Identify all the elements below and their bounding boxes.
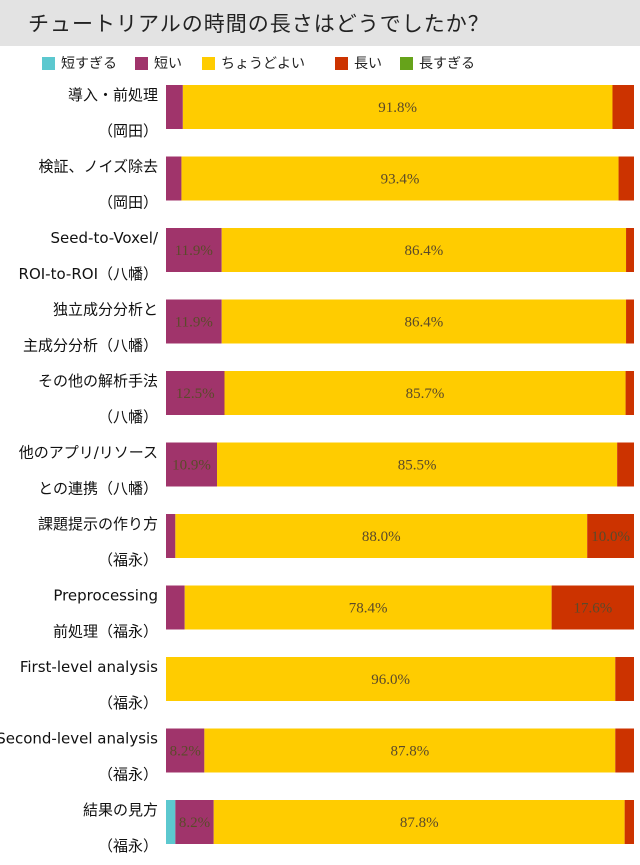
bar-segment (175, 800, 214, 844)
category-label: （福永） (98, 694, 158, 712)
legend-label: ちょうどよい (221, 56, 305, 72)
category-label: Preprocessing (53, 587, 158, 605)
bar-segment (166, 85, 183, 129)
legend-item: ちょうどよい (202, 53, 305, 73)
category-label: （福永） (98, 551, 158, 569)
bar-segment (166, 371, 225, 415)
legend-swatch (400, 56, 413, 70)
category-label: Second-level analysis (0, 730, 158, 748)
bar-segment (166, 657, 616, 701)
bar-segment (612, 85, 634, 129)
category-label: その他の解析手法 (38, 372, 158, 390)
legend-label: 長い (354, 56, 382, 72)
legend-item: 長い (335, 53, 382, 73)
legend-item: 長すぎる (400, 53, 475, 73)
data-label: 91.8% (378, 100, 417, 116)
chart-title-bar: チュートリアルの時間の長さはどうでしたか？ (0, 0, 640, 46)
data-label: 12.5% (176, 386, 215, 402)
bar-segment (204, 728, 616, 773)
bar-segment (618, 156, 634, 201)
bar-segment (587, 514, 634, 558)
bar-segment (626, 228, 634, 272)
data-label: 8.2% (179, 815, 210, 831)
category-label: （福永） (98, 837, 158, 855)
bar-segment (213, 800, 625, 844)
bar-segment (625, 371, 634, 415)
legend-label: 短すぎる (61, 56, 117, 72)
data-label: 10.0% (591, 529, 630, 545)
category-label: 主成分分析（八幡） (23, 337, 158, 355)
bar-segment (181, 156, 619, 201)
category-label: 前処理（福永） (53, 623, 158, 641)
bar-segment (615, 657, 634, 701)
bar-segment (166, 299, 222, 344)
legend-swatch (42, 56, 55, 70)
bar-segment (166, 514, 176, 558)
data-label: 85.5% (398, 458, 437, 474)
category-label: 他のアプリ/リソース (19, 444, 158, 462)
category-label: との連携（八幡） (38, 480, 158, 498)
data-label: 86.4% (404, 243, 443, 259)
category-label: 検証、ノイズ除去 (38, 158, 158, 176)
bar-segment (166, 800, 176, 844)
legend-swatch (335, 56, 348, 70)
data-label: 8.2% (170, 744, 201, 760)
data-label: 78.4% (349, 601, 388, 617)
chart-title: チュートリアルの時間の長さはどうでしたか？ (28, 12, 490, 36)
legend-swatch (135, 56, 148, 70)
legend-item: 短い (135, 53, 182, 73)
bar-segment (217, 442, 618, 487)
data-label: 17.6% (573, 601, 612, 617)
data-label: 96.0% (371, 672, 410, 688)
bar-segment (551, 585, 634, 630)
bar-segment (617, 442, 634, 487)
category-label: （岡田） (98, 194, 158, 212)
category-label: （福永） (98, 766, 158, 784)
bar-segment (626, 299, 634, 344)
bar-segment (624, 800, 634, 844)
data-label: 86.4% (404, 315, 443, 331)
data-label: 85.7% (406, 386, 445, 402)
data-label: 10.9% (172, 458, 211, 474)
legend-label: 長すぎる (419, 56, 475, 72)
bar-segment (221, 228, 627, 272)
legend-item: 短すぎる (42, 53, 117, 73)
bar-segment (166, 228, 222, 272)
bar-segment (175, 514, 588, 558)
category-label: 結果の見方 (83, 801, 158, 819)
category-label: Seed-to-Voxel/ (51, 229, 159, 247)
data-label: 87.8% (400, 815, 439, 831)
bar-segment (184, 585, 552, 630)
category-label: 課題提示の作り方 (38, 515, 158, 533)
category-label: ROI-to-ROI（八幡） (19, 265, 158, 283)
bar-segment (182, 85, 613, 129)
data-label: 11.9% (175, 315, 213, 331)
bar-segment (221, 299, 627, 344)
data-label: 88.0% (362, 529, 401, 545)
legend-label: 短い (154, 56, 182, 72)
category-label: （八幡） (98, 408, 158, 426)
bar-segment (166, 442, 218, 487)
category-label: 独立成分分析と (53, 301, 158, 319)
legend-swatch (202, 56, 215, 70)
bar-segment (615, 728, 634, 773)
bar-segment (166, 585, 185, 630)
bar-segment (166, 728, 205, 773)
category-label: （岡田） (98, 122, 158, 140)
chart-legend: 短すぎる 短い ちょうどよい 長い 長すぎる (42, 52, 475, 74)
category-label: 導入・前処理 (68, 86, 158, 104)
data-label: 87.8% (390, 744, 429, 760)
bar-segment (224, 371, 626, 415)
category-label: First-level analysis (20, 658, 158, 676)
data-label: 11.9% (175, 243, 213, 259)
bar-segment (166, 156, 182, 201)
data-label: 93.4% (381, 172, 420, 188)
